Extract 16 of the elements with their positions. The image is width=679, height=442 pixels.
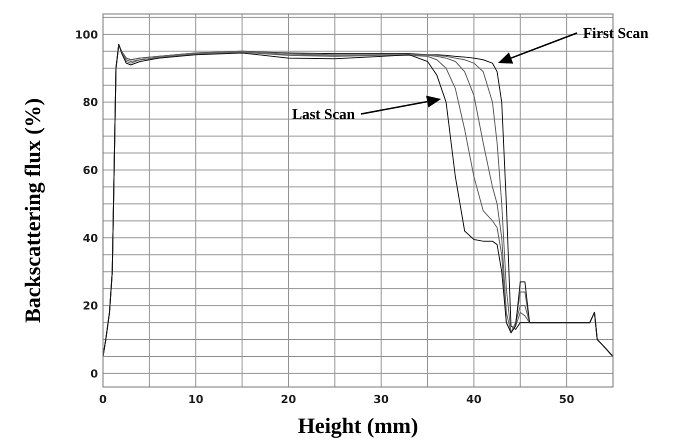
x-tick-label: 50 (558, 393, 575, 406)
y-tick-label: 40 (82, 232, 98, 245)
x-tick-label: 0 (99, 393, 108, 406)
x-tick-label: 40 (466, 393, 482, 406)
x-tick-label: 10 (188, 393, 204, 406)
y-tick-label: 80 (82, 96, 98, 110)
y-tick-label: 100 (75, 28, 98, 42)
y-tick-label: 60 (82, 164, 98, 177)
y-tick-label: 0 (90, 367, 98, 380)
x-tick-label: 30 (374, 393, 390, 406)
x-axis-title: Height (mm) (298, 413, 418, 438)
x-tick-label: 20 (280, 393, 296, 406)
y-axis-title: Backscattering flux (%) (20, 98, 45, 323)
y-tick-label: 20 (82, 300, 98, 313)
annotation: First Scan (583, 26, 650, 42)
annotation: Last Scan (292, 107, 356, 123)
